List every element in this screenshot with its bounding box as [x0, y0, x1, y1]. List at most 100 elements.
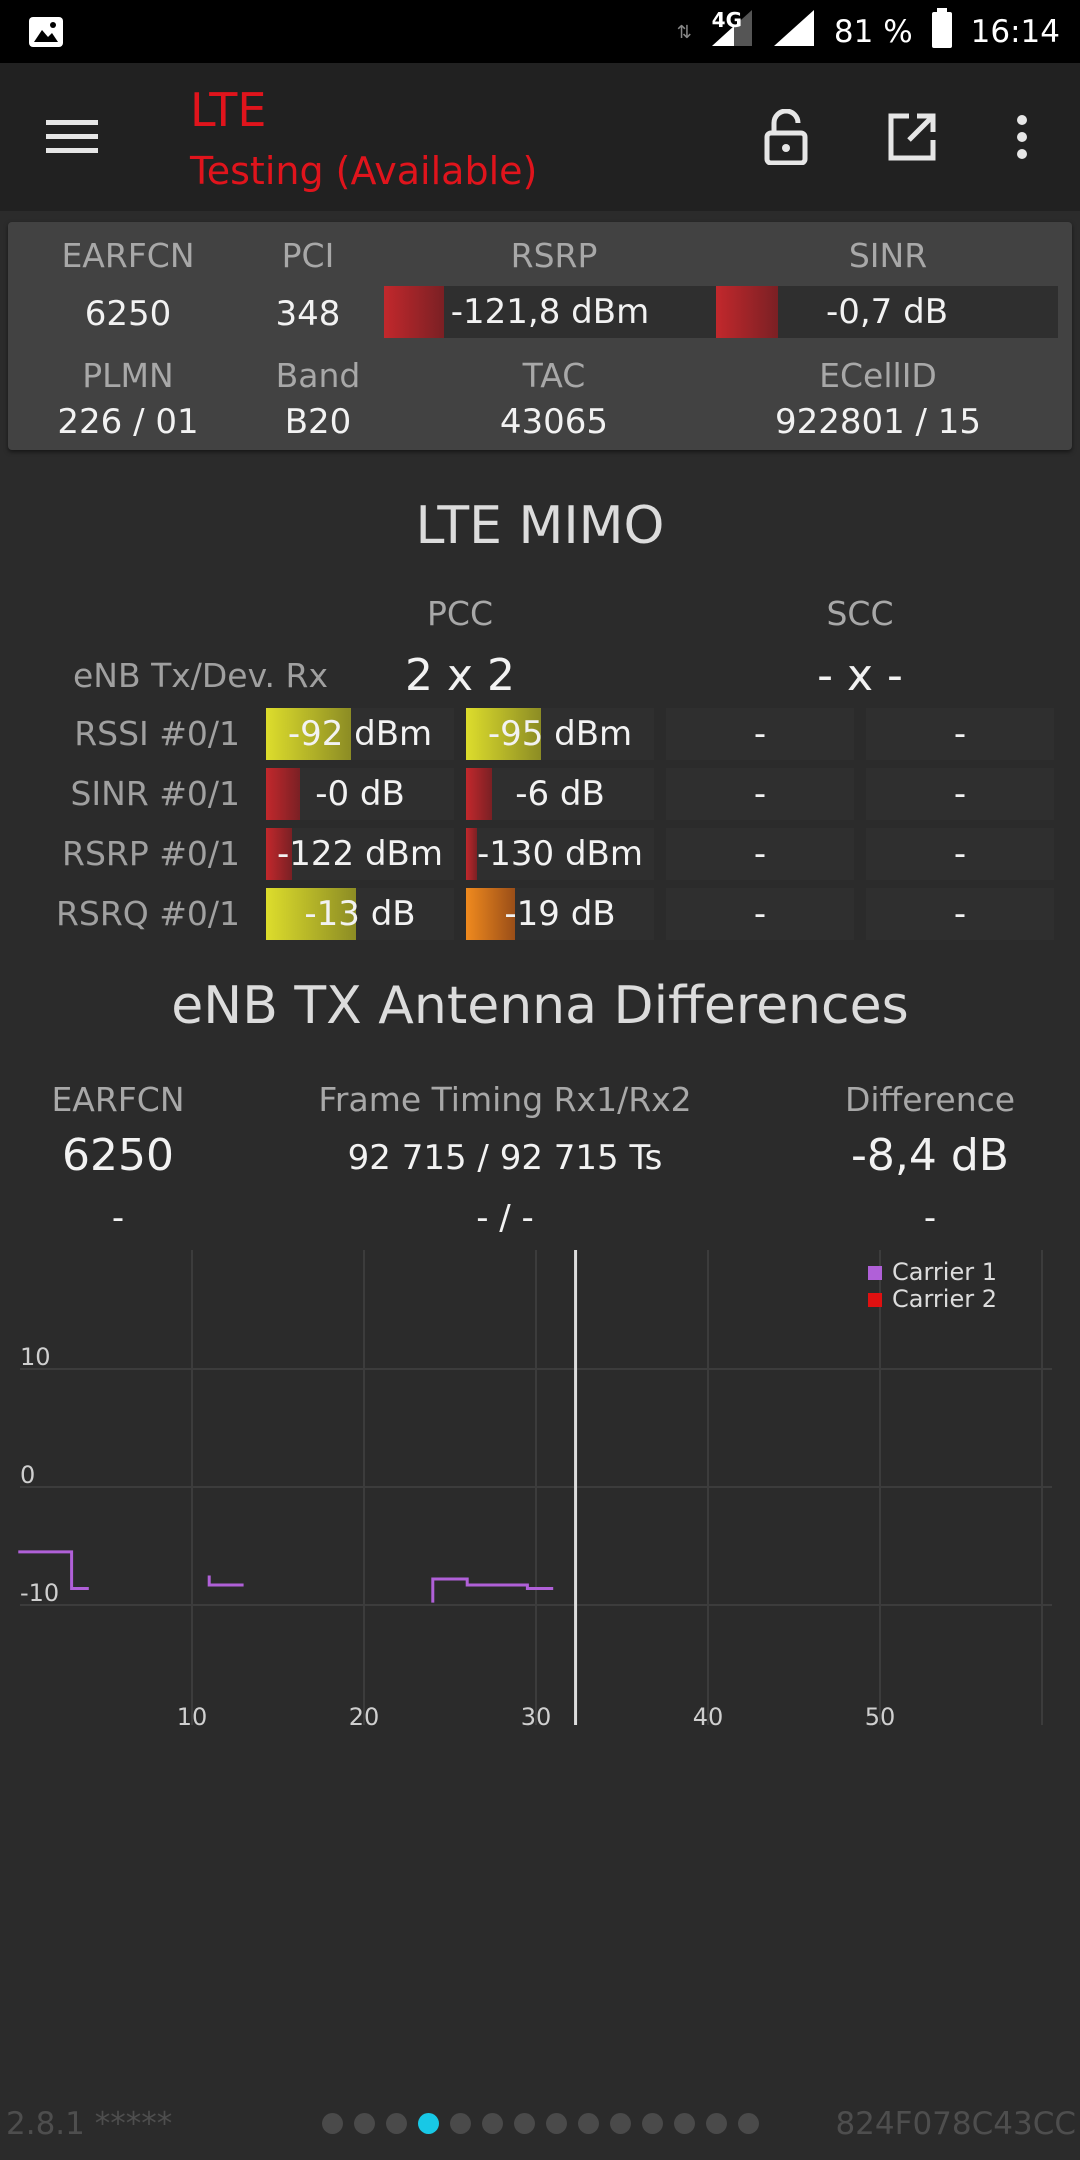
scc-cell: - — [866, 768, 1054, 820]
page-dot[interactable] — [417, 2113, 439, 2134]
lock-open-icon[interactable] — [750, 101, 822, 173]
scc-config: - x - — [817, 650, 903, 701]
clock: 16:14 — [970, 14, 1060, 50]
scc-cell: - — [666, 888, 854, 940]
x-tick-label: 20 — [349, 1703, 380, 1730]
mimo-row-label: RSRQ #0/1 — [55, 894, 240, 933]
frame-timing-value-2: - / - — [476, 1198, 534, 1238]
pcc-level-bar — [266, 708, 351, 760]
scc-value: - — [953, 774, 967, 814]
difference-label: Difference — [844, 1080, 1016, 1119]
plmn-value: 226 / 01 — [57, 402, 199, 442]
pcc-value: -13 dB — [304, 894, 416, 934]
pcc-value: -92 dBm — [287, 714, 433, 754]
app-toolbar: LTE Testing (Available) — [0, 63, 1080, 211]
pcc-cell: -6 dB — [466, 768, 654, 820]
menu-icon[interactable] — [36, 101, 108, 173]
pcc-cell: -130 dBm — [466, 828, 654, 880]
frame-timing-label: Frame Timing Rx1/Rx2 — [318, 1080, 692, 1119]
rsrp-value: -121,8 dBm — [450, 292, 650, 332]
open-external-icon[interactable] — [876, 101, 948, 173]
page-dot[interactable] — [321, 2113, 343, 2134]
sinr-meter: -0,7 dB — [716, 286, 1058, 338]
page-dot[interactable] — [673, 2113, 695, 2134]
pcc-cell: -92 dBm — [266, 708, 454, 760]
pcc-level-bar — [466, 888, 515, 940]
difference-value: -8,4 dB — [851, 1130, 1009, 1181]
tac-value: 43065 — [499, 402, 609, 442]
mimo-title: LTE MIMO — [415, 496, 665, 556]
page-subtitle: Testing (Available) — [190, 149, 538, 193]
pcc-level-bar — [266, 828, 293, 880]
sinr-level-bar — [716, 286, 778, 338]
page-dot[interactable] — [513, 2113, 535, 2134]
pcc-cell: -95 dBm — [466, 708, 654, 760]
pcc-cell: -122 dBm — [266, 828, 454, 880]
difference-value-2: - — [923, 1198, 937, 1238]
tac-label: TAC — [522, 356, 586, 395]
cell-summary-card: EARFCN PCI RSRP SINR 6250 348 -121,8 dBm… — [8, 222, 1072, 450]
page-dot[interactable] — [449, 2113, 471, 2134]
pcc-value: -122 dBm — [277, 834, 443, 874]
scc-cell: - — [666, 768, 854, 820]
network-type: 4G — [711, 8, 742, 32]
pcc-level-bar — [466, 828, 478, 880]
battery-percent: 81 % — [833, 14, 913, 50]
pcc-value: -19 dB — [504, 894, 616, 934]
pcc-level-bar — [266, 888, 357, 940]
scc-value: - — [753, 714, 767, 754]
page-dot[interactable] — [705, 2113, 727, 2134]
frame-timing-value: 92 715 / 92 715 Ts — [347, 1138, 663, 1178]
pcc-value: -6 dB — [515, 774, 605, 814]
earfcn-label: EARFCN — [61, 236, 195, 275]
legend-swatch — [868, 1293, 882, 1307]
page-dot[interactable] — [577, 2113, 599, 2134]
ecellid-label: ECellID — [819, 356, 937, 395]
series-line — [207, 1575, 244, 1587]
pcc-level-bar — [466, 768, 493, 820]
rsrp-label: RSRP — [510, 236, 598, 275]
page-dot[interactable] — [609, 2113, 631, 2134]
config-label: eNB Tx/Dev. Rx — [72, 656, 328, 695]
series-line — [431, 1577, 554, 1603]
pcc-value: -95 dBm — [487, 714, 633, 754]
mimo-row-label: RSSI #0/1 — [74, 714, 240, 753]
page-dot[interactable] — [385, 2113, 407, 2134]
page-dot[interactable] — [545, 2113, 567, 2134]
pci-value: 348 — [275, 294, 341, 334]
legend-label: Carrier 2 — [892, 1285, 997, 1313]
page-dot[interactable] — [481, 2113, 503, 2134]
pcc-cell: -19 dB — [466, 888, 654, 940]
antenna-earfcn-value-2: - — [111, 1198, 125, 1238]
pcc-value: -0 dB — [315, 774, 405, 814]
pcc-label: PCC — [427, 594, 493, 633]
y-tick-label: 0 — [20, 1461, 35, 1489]
more-options-icon[interactable] — [986, 101, 1058, 173]
page-dot[interactable] — [353, 2113, 375, 2134]
page-indicator[interactable] — [0, 2113, 1080, 2134]
signal-icon — [710, 8, 754, 56]
data-arrows-icon: ⇅ — [676, 21, 692, 43]
sinr-label: SINR — [848, 236, 928, 275]
pcc-level-bar — [466, 708, 542, 760]
scc-value: - — [753, 894, 767, 934]
scc-label: SCC — [826, 594, 894, 633]
mimo-row-label: SINR #0/1 — [70, 774, 240, 813]
antenna-title: eNB TX Antenna Differences — [171, 976, 909, 1036]
page-dot[interactable] — [641, 2113, 663, 2134]
page-dot[interactable] — [737, 2113, 759, 2134]
plmn-label: PLMN — [82, 356, 174, 395]
app-version: 2.8.1 ***** — [6, 2106, 173, 2142]
pcc-config: 2 x 2 — [405, 650, 515, 701]
ecellid-value: 922801 / 15 — [774, 402, 982, 442]
scc-cell: - — [866, 888, 1054, 940]
scc-cell: - — [866, 708, 1054, 760]
scc-value: - — [953, 894, 967, 934]
page-title: LTE — [190, 83, 267, 137]
pcc-value: -130 dBm — [477, 834, 643, 874]
antenna-earfcn-label: EARFCN — [51, 1080, 185, 1119]
mimo-row-label: RSRP #0/1 — [62, 834, 240, 873]
x-tick-label: 40 — [693, 1703, 724, 1730]
pcc-cell: -0 dB — [266, 768, 454, 820]
scc-value: - — [953, 714, 967, 754]
